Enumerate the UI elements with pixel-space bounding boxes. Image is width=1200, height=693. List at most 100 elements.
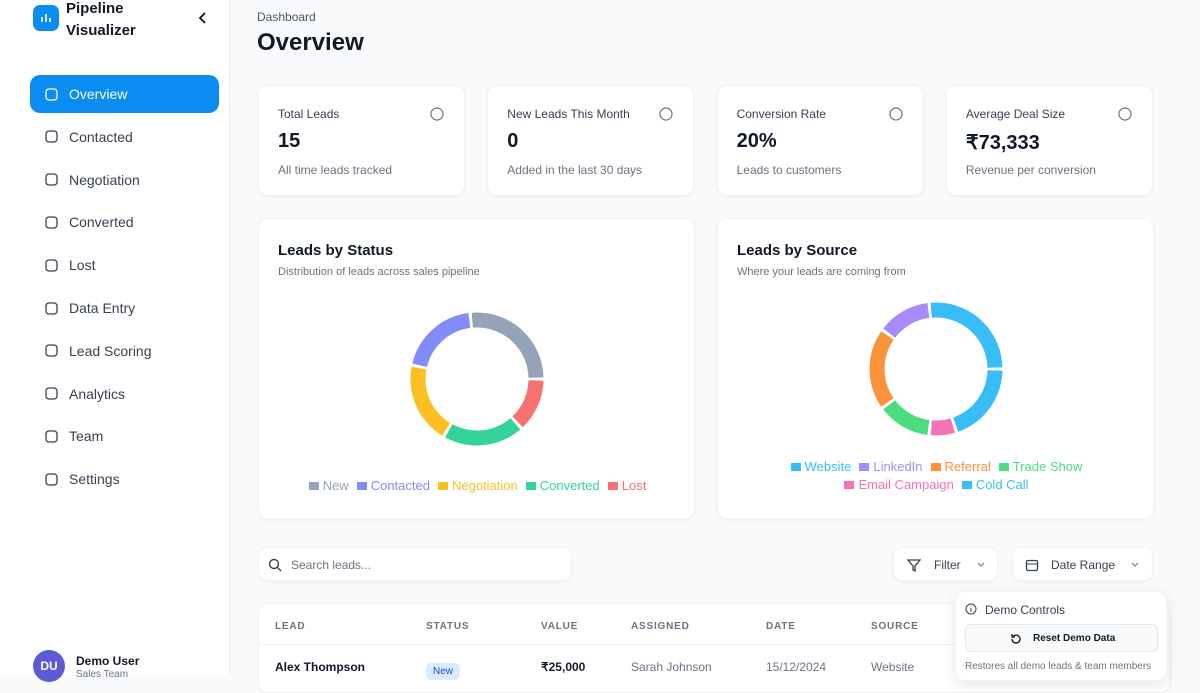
collapse-button[interactable] bbox=[197, 11, 209, 25]
search-icon bbox=[268, 558, 282, 572]
breadcrumb: Dashboard bbox=[257, 10, 316, 24]
donut-segment bbox=[445, 417, 521, 446]
nav-label: Overview bbox=[69, 86, 128, 102]
nav-item[interactable]: Data Entry bbox=[30, 289, 219, 327]
column-header: DATE bbox=[766, 621, 796, 632]
legend-label: LinkedIn bbox=[873, 459, 923, 474]
donut-segment bbox=[883, 400, 930, 435]
icon-shape bbox=[430, 107, 444, 121]
calendar-icon bbox=[1025, 559, 1039, 572]
filter-label: Filter bbox=[934, 558, 961, 572]
icon-shape bbox=[45, 173, 58, 186]
chart-card: Leads by Source Where your leads are comi… bbox=[717, 218, 1154, 519]
legend-label: Cold Call bbox=[975, 477, 1029, 492]
icon-shape bbox=[659, 107, 673, 121]
stat-card: Total Leads 15 All time leads tracked bbox=[258, 85, 465, 196]
date-range-label: Date Range bbox=[1051, 558, 1116, 572]
column-header: SOURCE bbox=[871, 621, 919, 632]
legend-item: Email Campaign bbox=[844, 477, 954, 492]
donut-segment bbox=[883, 303, 930, 338]
demo-title: Demo Controls bbox=[985, 603, 1066, 617]
status-badge: New bbox=[426, 663, 461, 680]
stat-label: Total Leads bbox=[278, 107, 340, 121]
stat-card: Average Deal Size ₹73,333 Revenue per conv… bbox=[945, 85, 1153, 196]
legend-label: Email Campaign bbox=[858, 477, 954, 492]
logo bbox=[33, 5, 59, 31]
app-name: Pipeline Visualizer bbox=[66, 0, 136, 39]
legend-swatch bbox=[859, 462, 870, 471]
nav-item[interactable]: Converted bbox=[30, 203, 219, 241]
legend-item: Contacted bbox=[356, 478, 430, 493]
donut-segment bbox=[930, 302, 1003, 369]
legend-swatch bbox=[437, 481, 448, 490]
nav-icon bbox=[45, 430, 58, 443]
stat-value: ₹73,333 bbox=[965, 132, 1040, 154]
nav-icon bbox=[45, 130, 58, 143]
stat-value: 0 bbox=[507, 130, 519, 152]
stat-label: Conversion Rate bbox=[736, 107, 826, 121]
nav-label: Lost bbox=[69, 257, 96, 274]
donut-segment bbox=[930, 418, 955, 436]
page-title: Overview bbox=[257, 29, 364, 56]
stat-icon bbox=[659, 107, 673, 121]
nav-icon bbox=[45, 259, 58, 272]
cell: 15/12/2024 bbox=[766, 660, 827, 674]
stat-note: Leads to customers bbox=[736, 163, 842, 177]
search-box[interactable]: Search leads... bbox=[258, 547, 572, 581]
nav-icon bbox=[45, 344, 58, 357]
legend-label: Referral bbox=[944, 459, 991, 474]
legend-item: New bbox=[308, 478, 349, 493]
reset-icon bbox=[1011, 634, 1021, 644]
icon-shape bbox=[45, 430, 58, 443]
filter-icon bbox=[907, 559, 921, 572]
reset-button[interactable]: Reset Demo Data bbox=[965, 624, 1158, 652]
legend-swatch bbox=[525, 481, 536, 490]
stat-label: New Leads This Month bbox=[507, 107, 630, 121]
column-header: VALUE bbox=[541, 621, 579, 632]
nav-item[interactable]: Analytics bbox=[30, 375, 219, 413]
reset-label: Reset Demo Data bbox=[1033, 633, 1116, 644]
filter-button[interactable]: Filter bbox=[893, 547, 998, 581]
chart-title: Leads by Status bbox=[278, 242, 394, 259]
stat-icon bbox=[430, 107, 444, 121]
nav-icon bbox=[45, 301, 58, 315]
nav-item[interactable]: Settings bbox=[30, 460, 219, 498]
nav-label: Team bbox=[69, 428, 104, 445]
legend-item: Trade Show bbox=[998, 459, 1082, 474]
demo-note: Restores all demo leads & team members bbox=[965, 661, 1152, 672]
search-placeholder: Search leads... bbox=[291, 558, 372, 572]
cell: Sarah Johnson bbox=[631, 660, 712, 674]
legend-item: LinkedIn bbox=[859, 459, 923, 474]
info-icon bbox=[965, 603, 977, 615]
donut bbox=[410, 312, 544, 446]
legend-item: Negotiation bbox=[437, 478, 518, 493]
donut-segment bbox=[952, 369, 1003, 432]
donut-segment bbox=[512, 379, 544, 428]
nav-item[interactable]: Lead Scoring bbox=[30, 332, 219, 370]
logo-icon bbox=[41, 14, 51, 22]
stat-icon bbox=[888, 107, 903, 121]
cell: Alex Thompson bbox=[275, 660, 366, 674]
legend-swatch bbox=[356, 481, 367, 490]
nav-item[interactable]: Contacted bbox=[30, 118, 219, 156]
nav-item[interactable]: Lost bbox=[30, 246, 219, 284]
nav-label: Analytics bbox=[69, 385, 126, 402]
nav-item[interactable]: Team bbox=[30, 417, 219, 455]
user-name: Demo User bbox=[76, 654, 140, 668]
chevron bbox=[977, 562, 985, 567]
column-header: LEAD bbox=[275, 621, 306, 632]
legend-item: Lost bbox=[607, 478, 646, 493]
date-range-button[interactable]: Date Range bbox=[1012, 547, 1153, 581]
nav-item[interactable]: Negotiation bbox=[30, 161, 219, 199]
legend: New Contacted Negotiation Converted Lost bbox=[269, 478, 686, 493]
nav-label: Data Entry bbox=[69, 300, 136, 316]
nav-item[interactable]: Overview bbox=[30, 75, 219, 113]
legend: Website LinkedIn Referral Trade Show Email C… bbox=[758, 459, 1115, 492]
stat-value: 15 bbox=[278, 130, 301, 152]
legend-item: Cold Call bbox=[961, 477, 1029, 492]
divider bbox=[259, 644, 1169, 645]
nav-icon bbox=[45, 387, 58, 400]
legend-label: Contacted bbox=[370, 478, 430, 493]
chart-subtitle: Distribution of leads across sales pipel… bbox=[278, 266, 480, 278]
legend-label: New bbox=[322, 478, 349, 493]
